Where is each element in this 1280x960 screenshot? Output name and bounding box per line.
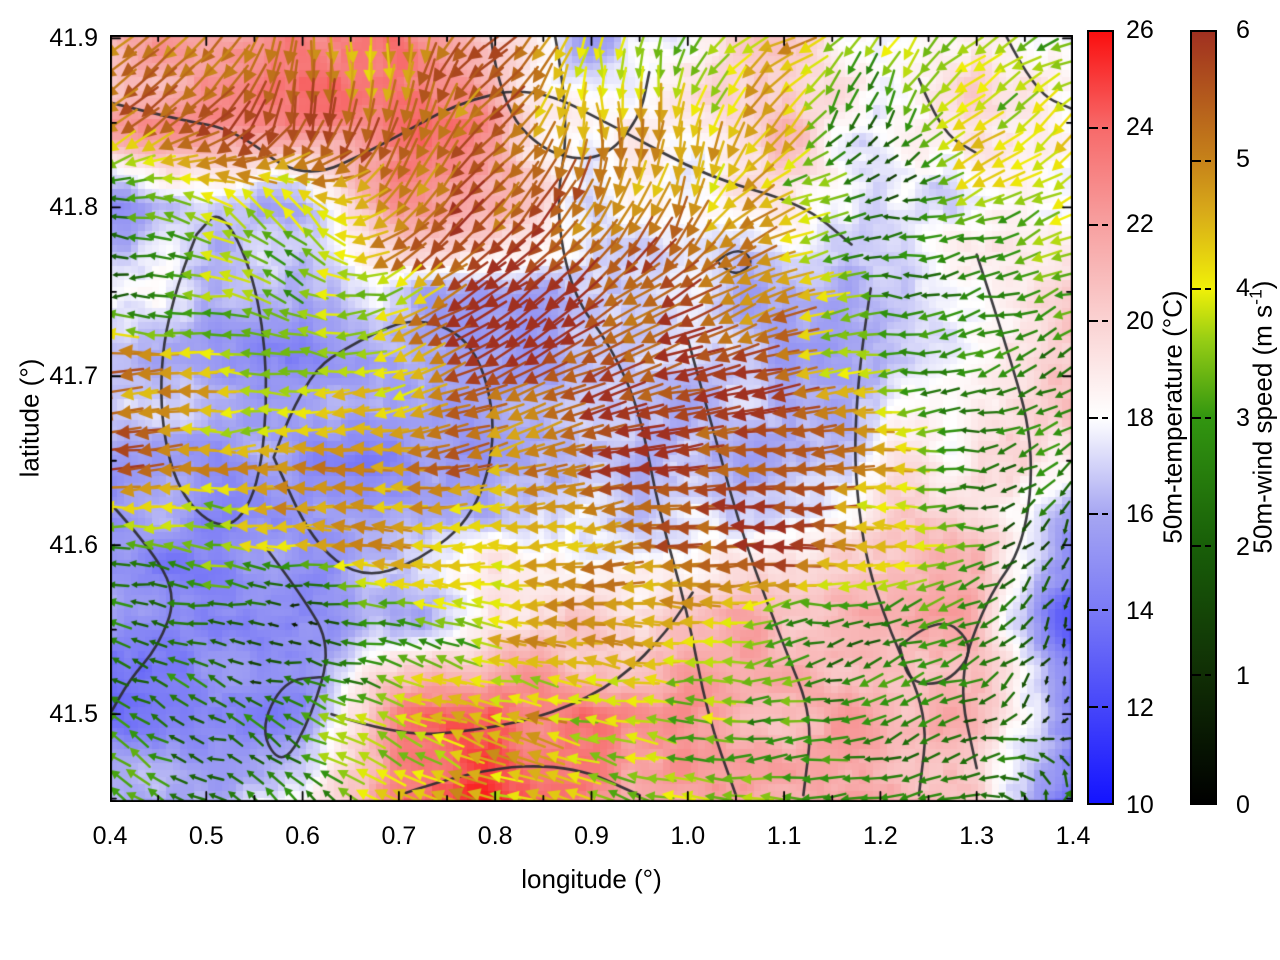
colorbar-tick-dash [1089, 512, 1098, 515]
colorbar-tick-dash [1192, 159, 1201, 162]
x-tick-label: 1.4 [1055, 822, 1091, 850]
colorbar-tick-dash [1205, 673, 1211, 676]
x-tick-label: 1.0 [670, 822, 706, 850]
colorbar-tick-label: 1 [1236, 661, 1250, 690]
y-tick-label: 41.9 [49, 24, 98, 53]
colorbar-tick-label: 24 [1126, 112, 1154, 141]
x-tick-label: 1.2 [863, 822, 898, 850]
colorbar-tick-dash [1205, 545, 1211, 547]
colorbar-tick-dash [1205, 288, 1211, 290]
colorbar-tick-dash [1102, 609, 1108, 612]
colorbar-tick-label: 14 [1126, 597, 1154, 626]
x-tick-label: 0.6 [285, 822, 320, 850]
colorbar-tick-dash [1089, 705, 1098, 708]
colorbar-tick-dash [1102, 512, 1108, 515]
x-tick-label: 0.5 [188, 822, 224, 850]
colorbar-tick-dash [1089, 320, 1098, 323]
x-axis-title: longitude (°) [521, 864, 662, 894]
colorbar-tick-dash [1192, 288, 1201, 290]
y-axis-title: latitude (°) [14, 358, 45, 478]
colorbar-tick-dash [1102, 127, 1108, 130]
colorbar-tick-dash [1102, 223, 1108, 226]
y-tick-label: 41.5 [49, 700, 98, 729]
x-tick-label: 1.1 [766, 822, 802, 850]
temperature-colorbar [1087, 30, 1114, 805]
y-tick-label: 41.7 [49, 362, 98, 391]
colorbar-tick-label: 5 [1236, 145, 1250, 174]
colorbar-tick-label: 26 [1126, 16, 1154, 44]
colorbar-tick-label: 20 [1126, 306, 1154, 335]
y-tick-label: 41.8 [49, 193, 98, 222]
colorbar-tick-dash [1102, 705, 1108, 708]
colorbar-tick-dash [1089, 127, 1098, 130]
colorbar-tick-label: 16 [1126, 500, 1154, 529]
colorbar-tick-dash [1192, 673, 1201, 676]
wind-title-close: ) [1247, 280, 1278, 290]
colorbar-tick-label: 18 [1126, 403, 1154, 432]
colorbar-tick-dash [1089, 223, 1098, 226]
colorbar-tick-dash [1192, 416, 1201, 419]
colorbar-tick-label: 4 [1236, 274, 1250, 303]
x-tick-label: 0.4 [92, 822, 128, 850]
colorbar-tick-label: 22 [1126, 209, 1154, 238]
colorbar-tick-label: 6 [1236, 16, 1250, 44]
wind-title-superscript: -1 [1245, 289, 1266, 305]
colorbar-tick-dash [1102, 320, 1108, 323]
colorbar-tick-dash [1205, 416, 1211, 419]
colorbar-tick-label: 0 [1236, 791, 1250, 819]
colorbar-tick-dash [1205, 159, 1211, 162]
y-tick-label: 41.6 [49, 531, 98, 560]
colorbar-tick-label: 3 [1236, 403, 1250, 432]
colorbar-tick-dash [1192, 545, 1201, 547]
wind-speed-colorbar [1190, 30, 1217, 805]
temperature-colorbar-title: 50m-temperature (°C) [1157, 290, 1188, 544]
plot-canvas [110, 35, 1073, 802]
x-tick-label: 0.8 [477, 822, 513, 850]
colorbar-tick-dash [1102, 416, 1108, 419]
x-tick-label: 0.9 [574, 822, 609, 850]
colorbar-tick-dash [1089, 609, 1098, 612]
x-tick-label: 0.7 [381, 822, 417, 850]
colorbar-tick-label: 12 [1126, 694, 1154, 723]
wind-title-text: 50m-wind speed (m s [1247, 304, 1278, 554]
colorbar-tick-label: 10 [1126, 791, 1154, 819]
wind-speed-colorbar-title: 50m-wind speed (m s-1) [1246, 281, 1279, 554]
colorbar-tick-label: 2 [1236, 532, 1250, 561]
colorbar-tick-dash [1089, 416, 1098, 419]
x-tick-label: 1.3 [959, 822, 995, 850]
